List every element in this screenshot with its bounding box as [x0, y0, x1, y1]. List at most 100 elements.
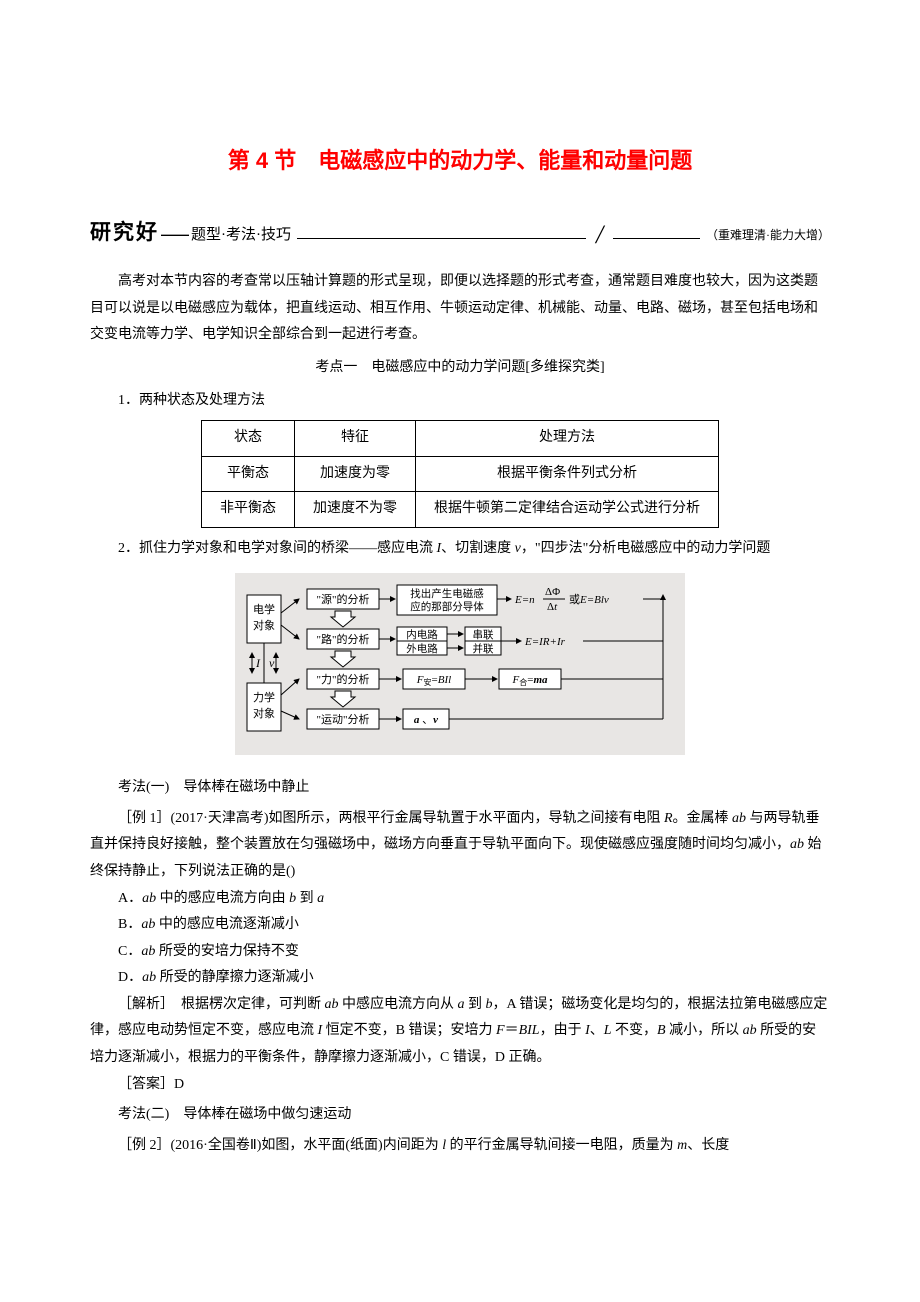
- table-header-row: 状态 特征 处理方法: [202, 421, 719, 457]
- svg-text:ΔΦ: ΔΦ: [545, 586, 560, 598]
- flowchart-diagram: 电学 对象 力学 对象 I v "源"的分析 找出产生电磁感 应的那部分导体 E…: [90, 573, 830, 766]
- variable-a: a: [317, 891, 324, 906]
- svg-text:"力"的分析: "力"的分析: [317, 672, 370, 686]
- variable-m: m: [677, 1138, 687, 1153]
- text: ［例 2］(2016·全国卷Ⅱ)如图，水平面(纸面)内间距为: [118, 1138, 442, 1153]
- svg-text:F安=BIl: F安=BIl: [416, 674, 451, 687]
- variable-ab: ab: [141, 944, 155, 959]
- svg-text:电学: 电学: [253, 602, 275, 616]
- method-2-heading: 考法(二) 导体棒在磁场中做匀速运动: [90, 1102, 830, 1129]
- table-cell: 非平衡态: [202, 492, 295, 528]
- svg-text:"路"的分析: "路"的分析: [317, 632, 370, 646]
- text: 不变，: [612, 1023, 658, 1038]
- point-1-heading: 1．两种状态及处理方法: [90, 388, 830, 415]
- option-C: C．ab 所受的安培力保持不变: [90, 939, 830, 966]
- topic-heading: 考点一 电磁感应中的动力学问题[多维探究类]: [90, 355, 830, 382]
- text: ［例 1］(2017·天津高考)如图所示，两根平行金属导轨置于水平面内，导轨之间…: [118, 811, 664, 826]
- variable-ab: ab: [141, 917, 155, 932]
- svg-text:I: I: [255, 656, 261, 670]
- table-cell: 加速度为零: [295, 456, 416, 492]
- option-D: D．ab 所受的静摩擦力逐渐减小: [90, 965, 830, 992]
- text: C．: [118, 944, 141, 959]
- option-B: B．ab 中的感应电流逐渐减小: [90, 912, 830, 939]
- point-2-heading: 2．抓住力学对象和电学对象间的桥梁——感应电流 I、切割速度 v，"四步法"分析…: [90, 536, 830, 563]
- table-cell: 根据牛顿第二定律结合运动学公式进行分析: [416, 492, 719, 528]
- svg-text:应的那部分导体: 应的那部分导体: [410, 600, 484, 613]
- svg-text:或E=Blv: 或E=Blv: [569, 593, 609, 606]
- svg-text:E=n: E=n: [514, 594, 535, 606]
- variable-ab: ab: [142, 891, 156, 906]
- text: 、长度: [687, 1138, 729, 1153]
- method-1-heading: 考法(一) 导体棒在磁场中静止: [90, 775, 830, 802]
- variable-R: R: [664, 811, 673, 826]
- table-header-cell: 处理方法: [416, 421, 719, 457]
- variable-ab: ab: [732, 811, 746, 826]
- svg-text:力学: 力学: [253, 690, 275, 704]
- section-header-underline-2: [613, 238, 700, 239]
- svg-text:内电路: 内电路: [406, 628, 438, 641]
- svg-text:并联: 并联: [473, 642, 494, 655]
- text: ［解析］ 根据楞次定律，可判断: [118, 997, 325, 1012]
- intro-paragraph: 高考对本节内容的考查常以压轴计算题的形式呈现，即便以选择题的形式考查，通常题目难…: [90, 269, 830, 349]
- section-header-dash: ——: [161, 221, 189, 248]
- text: A．: [118, 891, 142, 906]
- variable-ab: ab: [790, 837, 804, 852]
- text: ＝: [505, 1023, 519, 1038]
- variable-ab: ab: [743, 1023, 757, 1038]
- section-header-slash: /: [596, 210, 603, 259]
- text: 所受的静摩擦力逐渐减小: [156, 970, 314, 985]
- svg-text:F合=ma: F合=ma: [511, 674, 548, 687]
- table-header-cell: 状态: [202, 421, 295, 457]
- table-header-cell: 特征: [295, 421, 416, 457]
- text: ，由于: [540, 1023, 586, 1038]
- table-cell: 加速度不为零: [295, 492, 416, 528]
- table-cell: 根据平衡条件列式分析: [416, 456, 719, 492]
- svg-text:a 、v: a 、v: [414, 714, 438, 726]
- text: 到: [296, 891, 317, 906]
- variable-ab: ab: [325, 997, 339, 1012]
- svg-text:外电路: 外电路: [406, 642, 438, 655]
- svg-text:v: v: [269, 656, 275, 670]
- text: 2．抓住力学对象和电学对象间的桥梁——感应电流: [118, 541, 437, 556]
- section-header-main: 研究好: [90, 213, 159, 253]
- svg-text:Δt: Δt: [547, 601, 558, 613]
- text: 的平行金属导轨间接一电阻，质量为: [446, 1138, 677, 1153]
- text: 所受的安培力保持不变: [155, 944, 299, 959]
- text: 恒定不变，B 错误；安培力: [322, 1023, 496, 1038]
- example-1-solution: ［解析］ 根据楞次定律，可判断 ab 中感应电流方向从 a 到 b，A 错误；磁…: [90, 992, 830, 1072]
- svg-text:串联: 串联: [473, 629, 494, 641]
- methods-table: 状态 特征 处理方法 平衡态 加速度为零 根据平衡条件列式分析 非平衡态 加速度…: [201, 420, 719, 528]
- variable-BIL: BIL: [519, 1023, 540, 1038]
- text: 中感应电流方向从: [339, 997, 458, 1012]
- variable-b: b: [486, 997, 493, 1012]
- text: ，"四步法"分析电磁感应中的动力学问题: [521, 541, 770, 556]
- example-1: ［例 1］(2017·天津高考)如图所示，两根平行金属导轨置于水平面内，导轨之间…: [90, 806, 830, 886]
- text: 减小，所以: [666, 1023, 743, 1038]
- section-header-sub: 题型·考法·技巧: [191, 221, 291, 250]
- text: 到: [465, 997, 486, 1012]
- variable-B: B: [657, 1023, 666, 1038]
- svg-text:"运动"分析: "运动"分析: [317, 712, 370, 726]
- example-2: ［例 2］(2016·全国卷Ⅱ)如图，水平面(纸面)内间距为 l 的平行金属导轨…: [90, 1133, 830, 1160]
- section-header-underline: [297, 238, 586, 239]
- table-row: 平衡态 加速度为零 根据平衡条件列式分析: [202, 456, 719, 492]
- text: 中的感应电流方向由: [156, 891, 289, 906]
- text: 中的感应电流逐渐减小: [155, 917, 299, 932]
- text: 、: [590, 1023, 604, 1038]
- svg-text:E=IR+Ir: E=IR+Ir: [524, 636, 566, 648]
- variable-L: L: [604, 1023, 612, 1038]
- variable-a: a: [458, 997, 465, 1012]
- table-row: 非平衡态 加速度不为零 根据牛顿第二定律结合运动学公式进行分析: [202, 492, 719, 528]
- variable-ab: ab: [142, 970, 156, 985]
- svg-text:对象: 对象: [253, 618, 275, 632]
- svg-text:找出产生电磁感: 找出产生电磁感: [410, 587, 484, 600]
- section-header-note: （重难理清·能力大增）: [706, 224, 830, 247]
- flowchart-svg: 电学 对象 力学 对象 I v "源"的分析 找出产生电磁感 应的那部分导体 E…: [245, 583, 675, 745]
- section-header: 研究好 —— 题型·考法·技巧 / （重难理清·能力大增）: [90, 206, 830, 255]
- example-1-answer: ［答案］D: [90, 1072, 830, 1099]
- text: D．: [118, 970, 142, 985]
- variable-F: F: [496, 1023, 505, 1038]
- table-cell: 平衡态: [202, 456, 295, 492]
- text: 。金属棒: [673, 811, 733, 826]
- text: 、切割速度: [441, 541, 515, 556]
